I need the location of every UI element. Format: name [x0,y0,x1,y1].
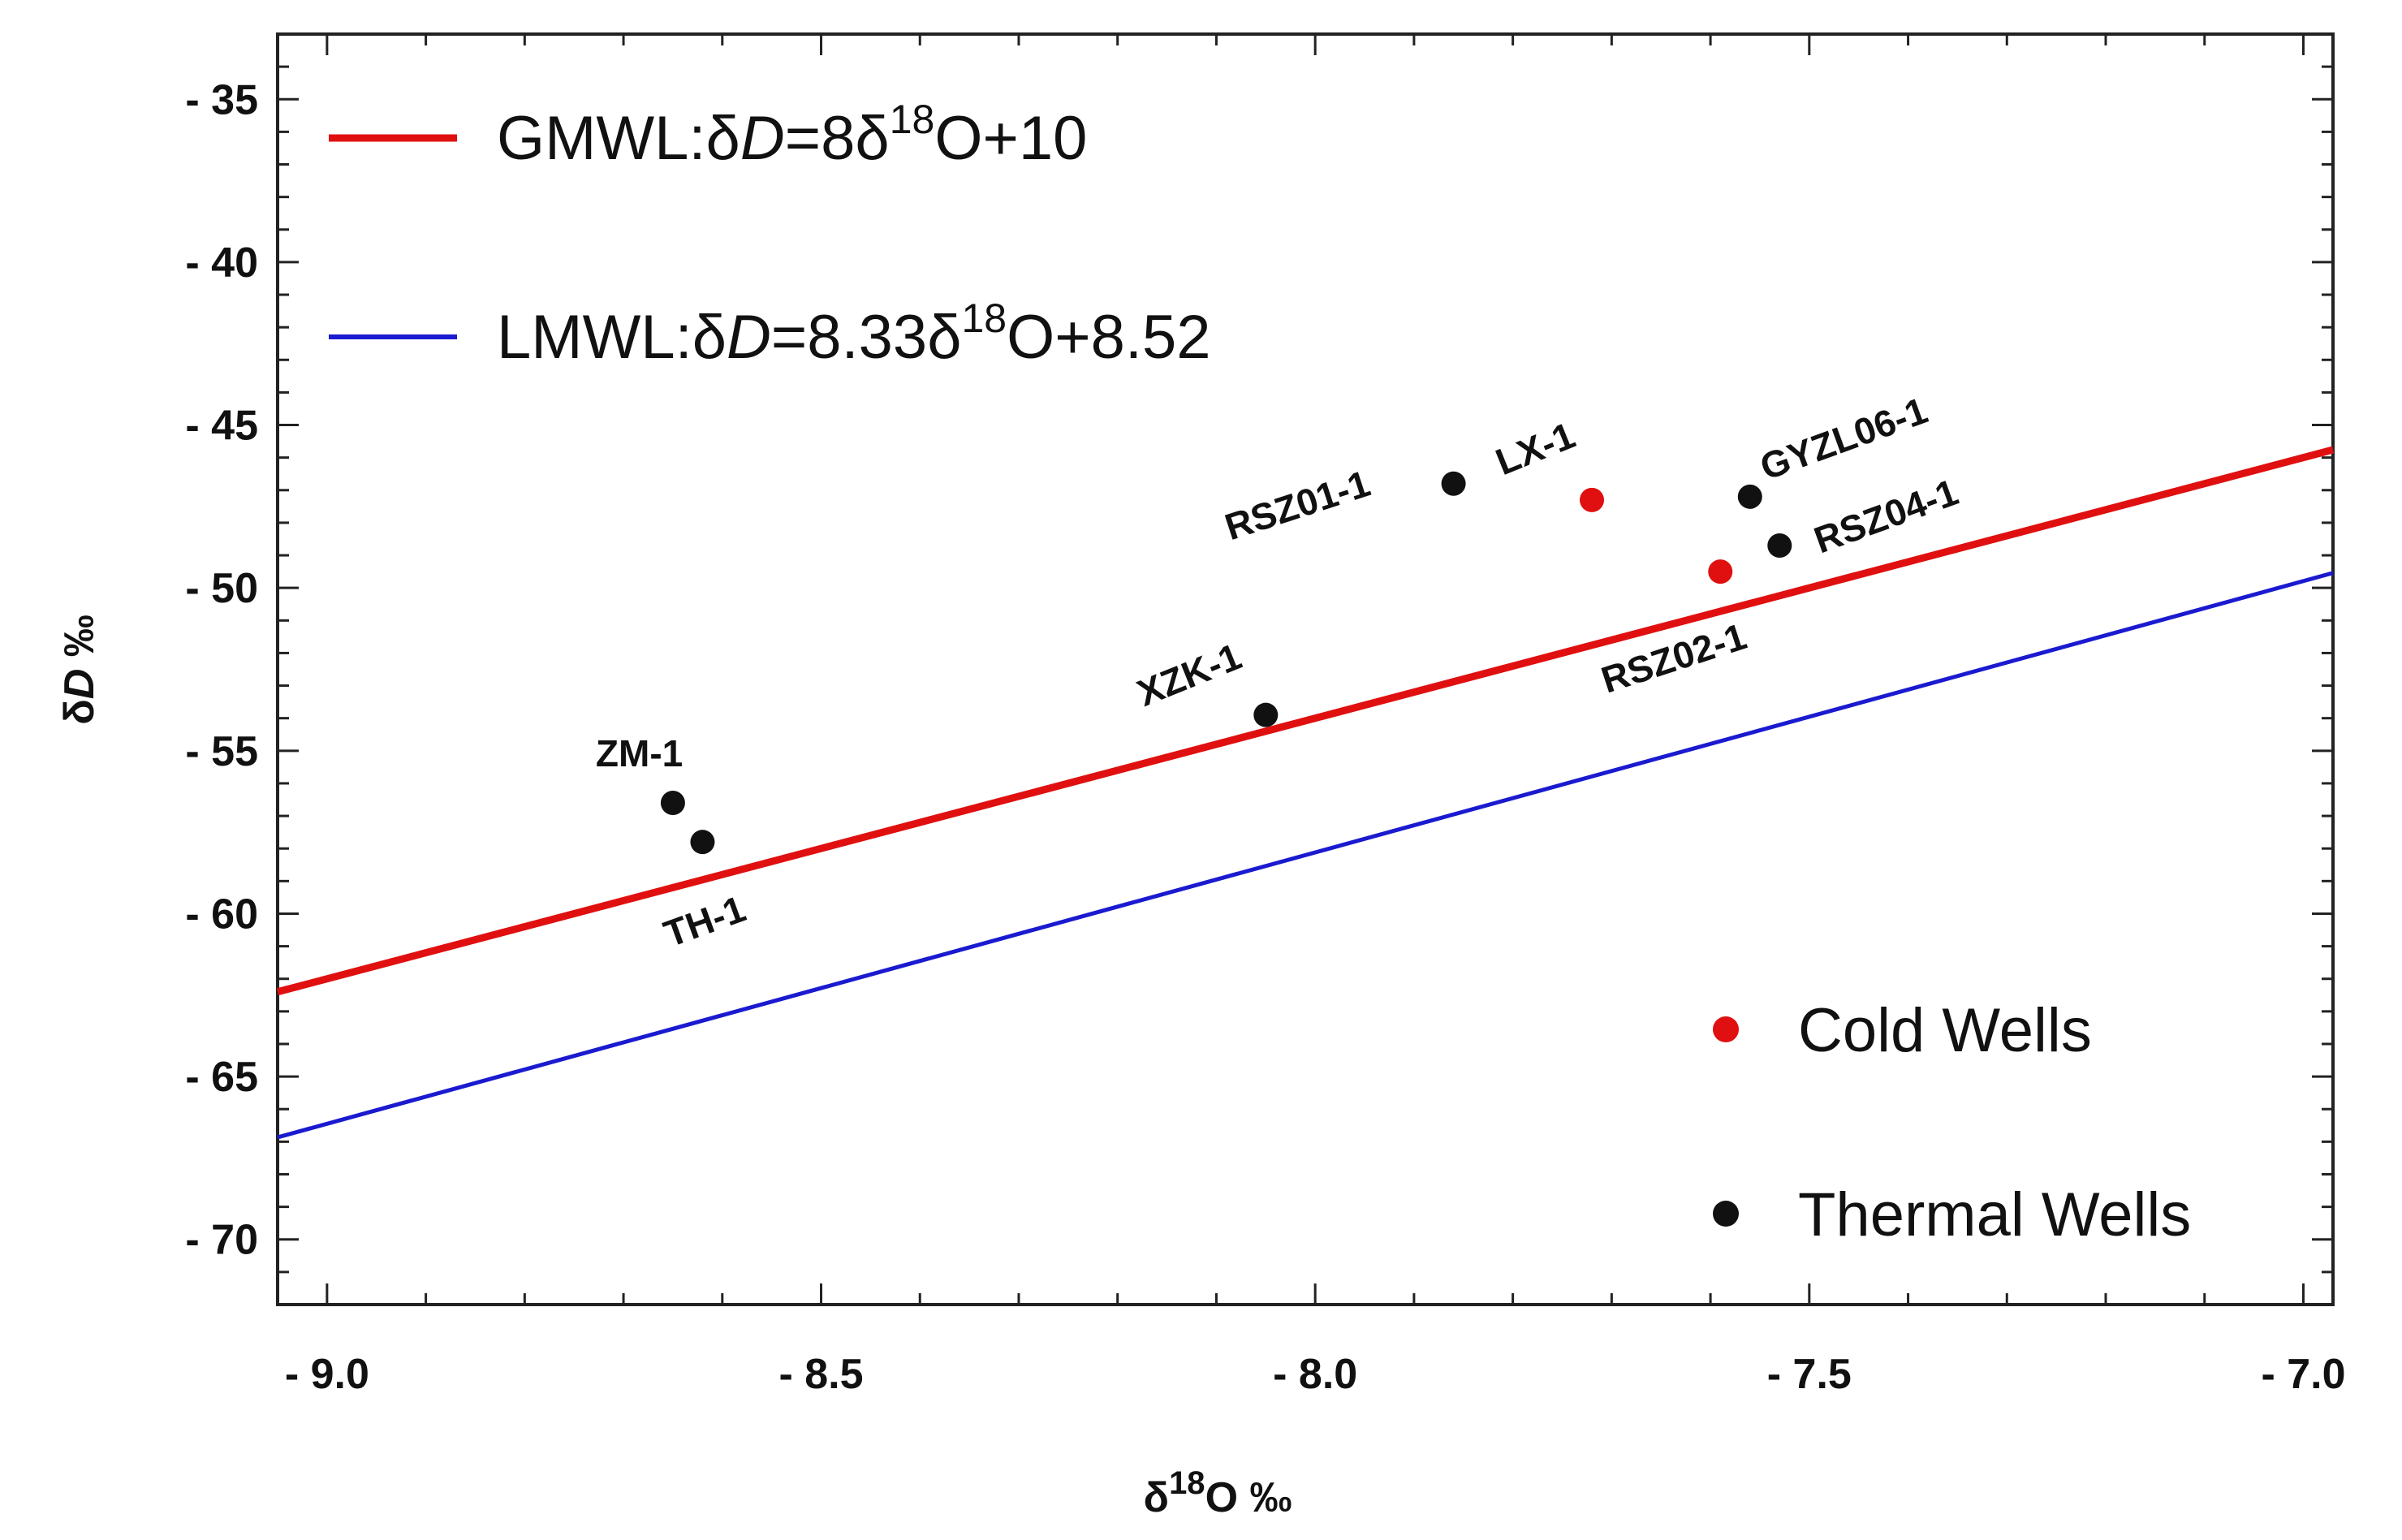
point-label-zm-1: ZM-1 [596,732,683,774]
point-label-rsz01-1: RSZ01-1 [1220,462,1375,548]
legend-part: O+8.52 [1007,303,1210,372]
y-axis-title-part-3: ‰ [56,615,103,668]
y-tick-label: - 55 [185,728,258,775]
point-label-rsz02-1: RSZ02-1 [1596,615,1751,701]
y-tick-label: - 50 [185,565,258,612]
legend-part: O+10 [934,104,1087,173]
y-axis-title-italic: D [56,669,103,700]
lmwl-line [277,571,2334,1140]
point-label-xzk-1: XZK-1 [1132,635,1248,714]
point-rsz04-1 [1767,533,1792,559]
gmwl-line [276,446,2335,996]
x-tick-label: - 7.0 [2261,1351,2345,1398]
axis-ticks: - 9.0 - 8.5 - 8.0 - 7.5 - 7.0 - 35 - 40 - 45 - 5… [185,32,2346,1398]
point-zm-1 [660,791,685,816]
legend-part-sup: 18 [962,295,1007,341]
legend-label-gmwl: GMWL:δD=8δ18O+10 [497,97,1087,173]
legend-part-italic: D [727,303,771,372]
legend-marker-thermal-wells [1713,1201,1739,1227]
y-tick-label: - 65 [185,1054,258,1101]
x-axis-title-part-1: δ [1144,1474,1170,1521]
x-axis-title-sup: 18 [1169,1465,1205,1501]
x-tick-label: - 8.5 [778,1351,863,1398]
y-tick-label: - 40 [185,239,258,287]
y-tick-label: - 45 [185,403,258,450]
point-label-gyzl06-1: GYZL06-1 [1754,389,1933,488]
meteoric-water-lines [276,446,2335,1140]
point-rsz01-1 [1441,471,1466,496]
y-axis-title-part-1: δ [56,699,103,725]
y-tick-label: - 70 [185,1217,258,1264]
legend-label-thermal-wells: Thermal Wells [1798,1180,2191,1249]
point-label-th-1: TH-1 [658,887,751,955]
plot-frame [276,32,2335,1306]
legend: GMWL:δD=8δ18O+10LMWL:δD=8.33δ18O+8.52Col… [329,97,2191,1249]
legend-label-cold-wells: Cold Wells [1798,996,2092,1065]
x-axis-title-part-3: O ‰ [1205,1474,1292,1521]
legend-part: GMWL:δ [497,104,740,173]
x-tick-label: - 7.5 [1767,1351,1852,1398]
x-tick-label: - 8.0 [1273,1351,1357,1398]
legend-part-sup: 18 [890,97,935,142]
legend-label-lmwl: LMWL:δD=8.33δ18O+8.52 [497,295,1211,372]
point-xzk-1 [1253,702,1279,727]
y-tick-label: - 60 [185,891,258,938]
legend-marker-cold-wells [1713,1016,1739,1042]
point-label-lx-1: LX-1 [1490,414,1580,484]
point-rsz02-1 [1708,559,1733,585]
y-axis-title: δD ‰ [56,615,103,725]
point-th-1 [690,830,715,855]
point-lx-1 [1580,487,1605,512]
y-tick-label: - 35 [185,76,258,123]
legend-part: LMWL:δ [497,303,727,372]
x-axis-title: δ18O ‰ [1144,1465,1292,1521]
point-label-rsz04-1: RSZ04-1 [1809,471,1964,562]
legend-part: =8.33δ [771,303,962,372]
legend-part: =8δ [785,104,890,173]
point-gyzl06-1 [1737,484,1762,509]
legend-part-italic: D [740,104,785,173]
x-tick-label: - 9.0 [285,1351,369,1398]
